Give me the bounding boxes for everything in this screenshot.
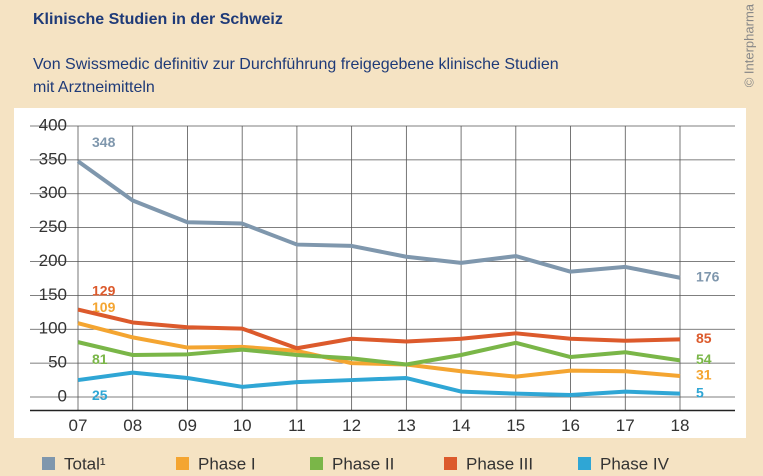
x-tick-label: 17 — [616, 416, 635, 435]
legend-swatch — [176, 457, 189, 470]
series-line — [76, 159, 681, 280]
x-tick-label: 07 — [69, 416, 88, 435]
y-tick-label: 0 — [58, 386, 67, 405]
legend-swatch — [444, 457, 457, 470]
legend-swatch — [42, 457, 55, 470]
x-tick-label: 14 — [452, 416, 471, 435]
x-tick-label: 11 — [288, 416, 306, 435]
x-tick-label: 16 — [561, 416, 580, 435]
chart-title: Klinische Studien in der Schweiz — [33, 11, 283, 28]
y-tick-label: 100 — [39, 319, 67, 338]
x-tick-label: 18 — [671, 416, 690, 435]
legend-label: Total¹ — [64, 454, 106, 473]
x-tick-label: 15 — [506, 416, 525, 435]
legend-label: Phase I — [198, 454, 256, 473]
x-tick-label: 08 — [123, 416, 142, 435]
value-label: 31 — [696, 367, 712, 383]
y-tick-label: 400 — [39, 115, 67, 134]
y-tick-label: 200 — [39, 251, 67, 270]
value-label: 129 — [92, 282, 116, 298]
x-tick-label: 09 — [178, 416, 197, 435]
value-label: 85 — [696, 330, 712, 346]
chart-subtitle: mit Arztneimitteln — [33, 79, 155, 96]
x-tick-label: 13 — [397, 416, 416, 435]
x-tick-label: 12 — [342, 416, 361, 435]
value-label: 5 — [696, 384, 704, 400]
y-tick-label: 150 — [39, 285, 67, 304]
value-label: 81 — [92, 351, 108, 367]
y-tick-label: 50 — [48, 353, 67, 372]
value-label: 176 — [696, 268, 720, 284]
y-tick-label: 250 — [39, 217, 67, 236]
x-tick-label: 10 — [233, 416, 252, 435]
legend-swatch — [310, 457, 323, 470]
series-line — [77, 307, 681, 351]
series-line — [77, 321, 681, 379]
series-line — [77, 340, 681, 367]
value-label: 25 — [92, 387, 108, 403]
value-label: 54 — [696, 351, 712, 367]
y-tick-label: 300 — [39, 183, 67, 202]
source: © Interpharma — [741, 3, 756, 87]
legend-swatch — [578, 457, 591, 470]
chart-subtitle: Von Swissmedic definitiv zur Durchführun… — [33, 56, 559, 73]
series-line — [77, 370, 681, 397]
plot-background — [14, 108, 746, 438]
value-label: 348 — [92, 134, 116, 150]
value-label: 109 — [92, 299, 116, 315]
legend-label: Phase IV — [600, 454, 670, 473]
legend-label: Phase II — [332, 454, 394, 473]
y-tick-label: 350 — [39, 149, 67, 168]
legend-label: Phase III — [466, 454, 533, 473]
